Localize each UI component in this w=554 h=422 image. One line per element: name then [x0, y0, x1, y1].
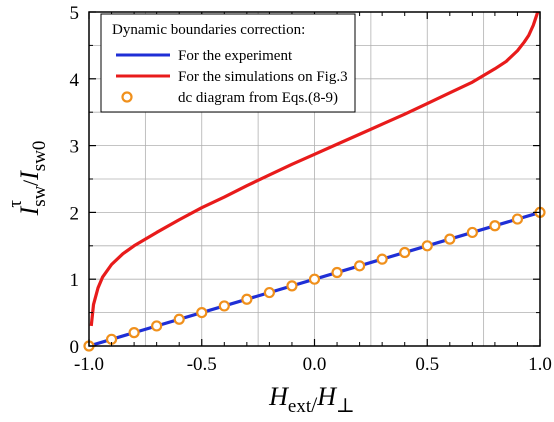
y-label-sup-tau: τ	[5, 200, 26, 208]
y-label-sub-sw0: sw0	[29, 141, 50, 172]
x-tick-label: 1.0	[528, 354, 552, 375]
legend-swatch-dc-diagram	[121, 91, 133, 103]
legend-label-simulations: For the simulations on Fig.3	[178, 69, 348, 85]
dc-diagram-point	[331, 266, 343, 279]
dc-diagram-point	[489, 220, 501, 232]
dc-diagram-point	[308, 273, 321, 285]
series-simulations-line	[89, 12, 540, 327]
y-tick-label: 5	[70, 3, 80, 24]
series-dc-diagram	[83, 206, 546, 352]
y-label-slash: /	[18, 179, 43, 186]
y-axis-label: Iswτ/Isw0	[5, 141, 50, 217]
y-label-i0: I	[15, 170, 44, 181]
x-tick-label: -0.5	[187, 354, 217, 375]
dc-diagram-point	[286, 280, 298, 292]
y-tick-label: 3	[70, 137, 80, 158]
series-layer	[83, 12, 546, 352]
legend-title: Dynamic boundaries correction:	[112, 22, 305, 38]
legend-box	[100, 13, 356, 113]
legend-label-experiment: For the experiment	[178, 48, 293, 64]
x-label-slash: /	[311, 392, 318, 417]
dc-diagram-point	[511, 213, 524, 225]
dc-diagram-point	[399, 246, 411, 259]
dc-diagram-point	[173, 313, 185, 325]
x-label-sub-perp: ⊥	[336, 395, 355, 417]
y-label-i: I	[15, 205, 44, 216]
x-tick-label: 0.5	[415, 354, 439, 375]
dc-diagram-point	[421, 240, 433, 252]
legend: Dynamic boundaries correction: For the e…	[100, 13, 356, 113]
legend-label-dc-diagram: dc diagram from Eqs.(8-9)	[178, 90, 338, 106]
dc-diagram-point	[196, 307, 208, 319]
dc-diagram-point	[263, 286, 275, 299]
y-tick-label: 0	[70, 337, 80, 358]
axis-ticks: -1.0 -0.5 0.0 0.5 1.0 0 1 2 3 4 5	[70, 3, 552, 375]
x-label-h: H	[268, 382, 289, 411]
y-label-sub-sw: sw	[29, 185, 50, 206]
x-label-h2: H	[316, 382, 337, 411]
x-label-sub-ext: ext	[288, 396, 312, 417]
x-axis-label: Hext/H⊥	[268, 382, 355, 417]
y-tick-label: 2	[70, 203, 80, 224]
dc-diagram-point	[218, 300, 230, 312]
x-tick-label: 0.0	[303, 354, 327, 375]
dc-diagram-point	[151, 320, 163, 332]
dc-diagram-point	[466, 226, 478, 239]
x-tick-label: -1.0	[74, 354, 104, 375]
dc-diagram-point	[241, 293, 253, 305]
dc-diagram-point	[354, 260, 366, 272]
y-tick-label: 4	[70, 70, 80, 91]
dc-diagram-point	[128, 327, 140, 339]
y-tick-label: 1	[70, 270, 80, 291]
dc-diagram-point	[376, 253, 388, 265]
dc-diagram-point	[444, 233, 456, 245]
